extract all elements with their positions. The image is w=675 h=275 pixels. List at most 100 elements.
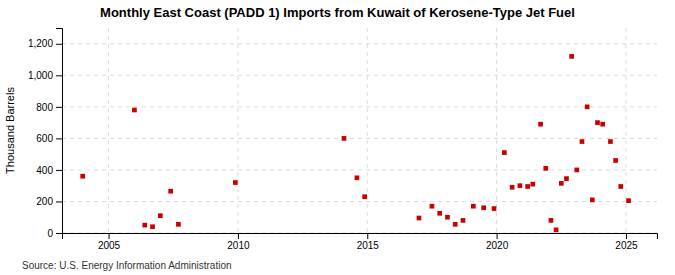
point [618, 184, 623, 189]
y-axis-tick-mark [56, 107, 62, 108]
point [461, 218, 466, 223]
grid-line-x [367, 28, 368, 233]
point [453, 222, 458, 227]
point [362, 194, 367, 199]
grid-line-y [62, 106, 657, 107]
point [569, 54, 574, 59]
x-axis-tick-mark [497, 233, 498, 239]
y-axis-tick: 1,200 [28, 38, 62, 49]
point [585, 105, 590, 110]
point [626, 198, 631, 203]
x-axis-tick-label: 2020 [486, 240, 509, 251]
chart-container: 2005 2010 2015 2020 2025 0 200 400 600 800 1,000 1,… [0, 0, 675, 275]
grid-line-y [62, 169, 657, 170]
point [233, 180, 238, 185]
point [417, 216, 422, 221]
y-axis-tick-label: 800 [36, 102, 53, 113]
y-axis-tick: 400 [36, 165, 62, 176]
y-axis-tick: 800 [36, 102, 62, 113]
grid [62, 28, 657, 233]
point [80, 174, 85, 179]
x-axis-tick-label: 2005 [98, 240, 121, 251]
x-axis-tick-label: 2010 [227, 240, 250, 251]
x-axis-tick: 2005 [98, 233, 121, 251]
y-axis-tick-mark [56, 138, 62, 139]
y-axis: 0 200 400 600 800 1,000 1,200 [28, 29, 63, 239]
y-axis-tick: 600 [36, 133, 62, 144]
point [538, 122, 543, 127]
x-axis-tick-mark [109, 233, 110, 239]
point [437, 211, 442, 216]
x-axis-tick-label: 2015 [357, 240, 380, 251]
point [445, 215, 450, 220]
point [590, 198, 595, 203]
x-axis-tick-label: 2025 [615, 240, 638, 251]
point [176, 222, 181, 227]
point [559, 181, 564, 186]
y-axis-tick-label: 1,000 [28, 70, 53, 81]
points [80, 54, 631, 232]
point [510, 185, 515, 190]
grid-line-y [62, 43, 657, 44]
y-axis-tick: 0 [47, 228, 62, 239]
point [564, 176, 569, 181]
point [595, 120, 600, 125]
grid-line-y [62, 201, 657, 202]
y-axis-tick: 1,000 [28, 70, 62, 81]
point [142, 223, 147, 228]
point [549, 218, 554, 223]
point [600, 122, 605, 127]
grid-line-y [62, 75, 657, 76]
x-axis-tick-mark [367, 233, 368, 239]
y-axis-tick-mark [56, 233, 62, 234]
chart: 2005 2010 2015 2020 2025 0 200 400 600 800 1,000 1,… [0, 0, 675, 275]
annotation: Source: U.S. Energy Information Administ… [22, 260, 232, 271]
grid-line-y [62, 138, 657, 139]
y-axis-tick-label: 600 [36, 133, 53, 144]
title: Monthly East Coast (PADD 1) Imports from… [100, 5, 575, 20]
point [518, 183, 523, 188]
x-axis-tick: 2025 [615, 233, 638, 251]
y-axis-tick-label: 400 [36, 165, 53, 176]
x-axis: 2005 2010 2015 2020 2025 [63, 233, 658, 251]
point [525, 184, 530, 189]
point [132, 108, 137, 113]
y-axis-tick-label: 1,200 [28, 38, 53, 49]
y-axis-domain [56, 29, 63, 234]
point [530, 182, 535, 187]
y-axis-title: Thousand Barrels [4, 87, 16, 174]
y-axis-tick-mark [56, 170, 62, 171]
y-axis-tick-mark [56, 44, 62, 45]
grid-line-x [496, 28, 497, 233]
x-axis-tick-mark [238, 233, 239, 239]
point [150, 224, 155, 229]
x-axis-domain [63, 234, 658, 240]
point [158, 213, 163, 218]
grid-line-x [237, 28, 238, 233]
x-axis-tick: 2015 [357, 233, 380, 251]
point [492, 206, 497, 211]
grid-line-x [108, 28, 109, 233]
y-axis-tick-label: 0 [47, 228, 53, 239]
y-axis-tick-mark [56, 75, 62, 76]
point [430, 204, 435, 209]
x-axis-tick: 2010 [227, 233, 250, 251]
plot-area: 2005 2010 2015 2020 2025 0 200 400 600 800 1,000 1,… [28, 28, 658, 251]
point [481, 205, 486, 210]
point [168, 189, 173, 194]
point [355, 175, 360, 180]
y-axis-tick-label: 200 [36, 196, 53, 207]
point [554, 228, 559, 233]
point [580, 139, 585, 144]
point [342, 136, 347, 141]
x-axis-tick-mark [626, 233, 627, 239]
point [613, 158, 618, 163]
point [471, 204, 476, 209]
x-axis-tick: 2020 [486, 233, 509, 251]
point [574, 168, 579, 173]
point [543, 166, 548, 171]
y-axis-tick: 200 [36, 196, 62, 207]
point [502, 150, 507, 155]
point [608, 139, 613, 144]
y-axis-tick-mark [56, 201, 62, 202]
